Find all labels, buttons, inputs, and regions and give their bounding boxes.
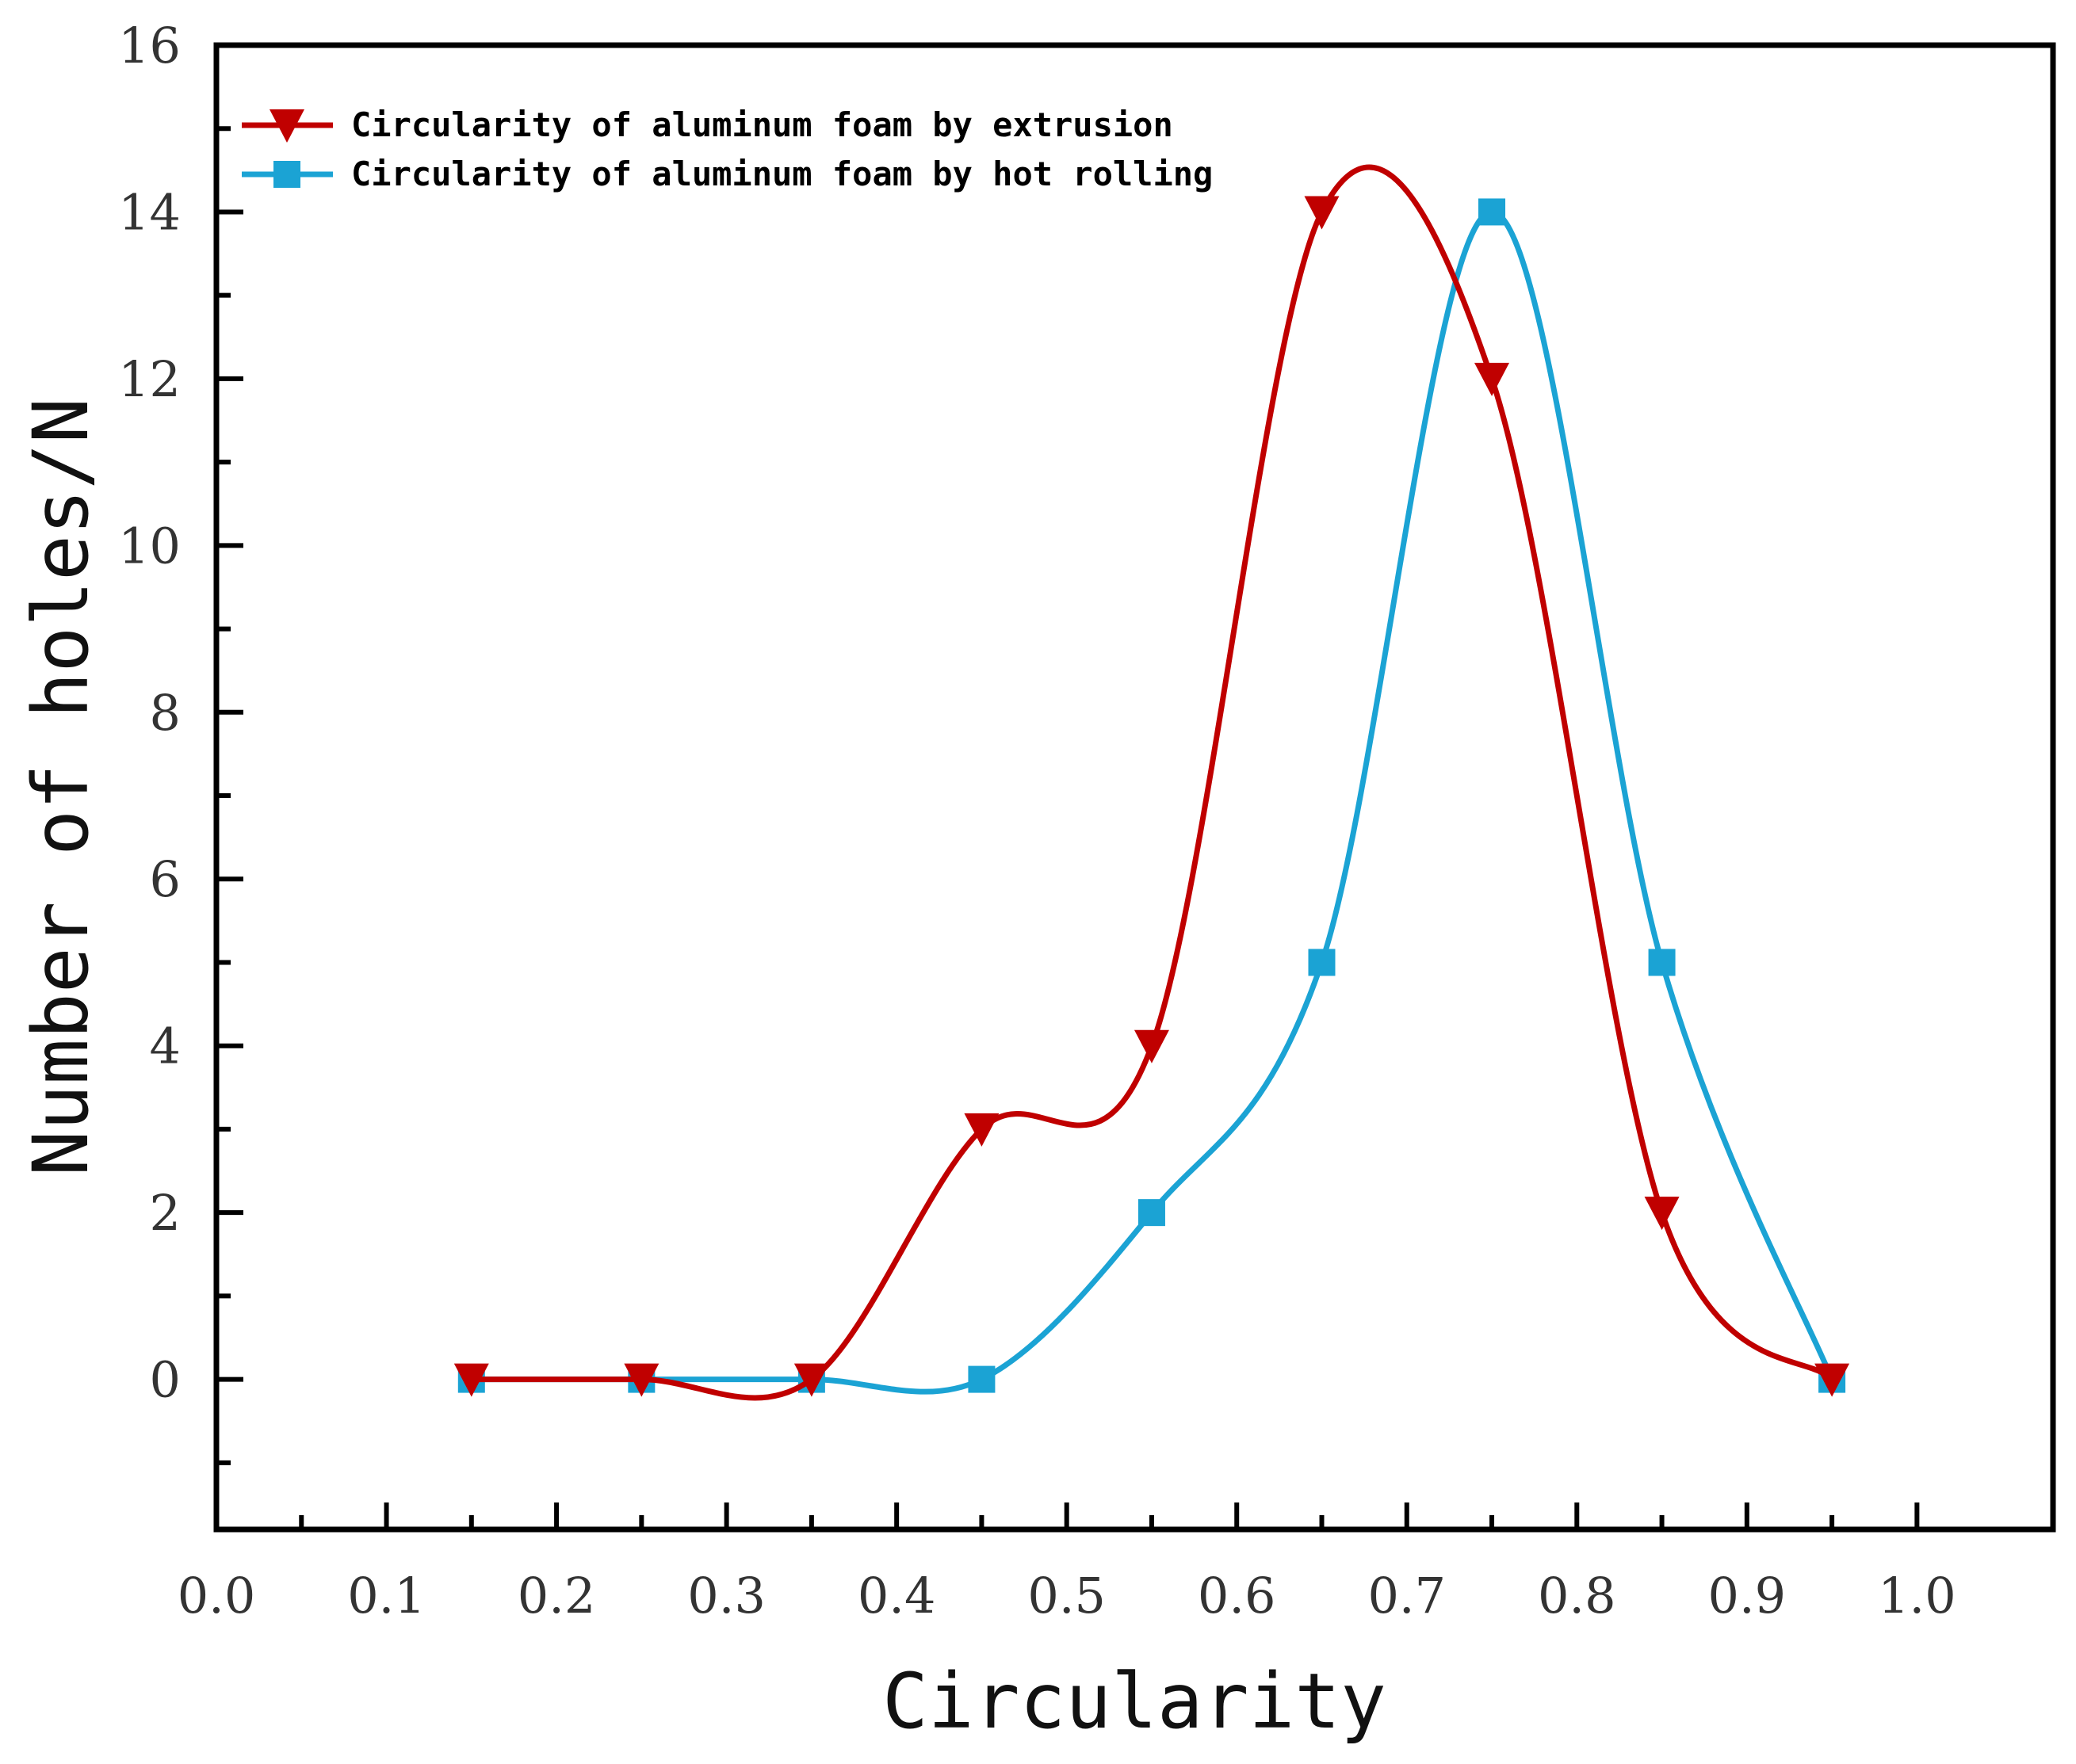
y-axis-title: Number of holes/N [17,398,105,1177]
x-tick-label: 0.3 [687,1567,766,1625]
data-point [1304,196,1340,230]
data-point [1134,1029,1169,1063]
x-tick-label: 0.2 [518,1567,596,1625]
y-tick-label: 14 [118,183,181,241]
legend: Circularity of aluminum foam by extrusio… [242,105,1213,193]
data-point [1644,1197,1680,1231]
x-axis-ticks: 0.0 0.1 0.2 0.3 0.4 0.5 0.6 0.7 0.8 0.9 1.0 [178,1502,1956,1625]
x-tick-label: 0.5 [1027,1567,1106,1625]
x-tick-label: 0.4 [858,1567,936,1625]
legend-item: Circularity of aluminum foam by extrusio… [242,105,1173,144]
data-point [1308,949,1336,976]
y-tick-label: 0 [150,1351,181,1409]
data-point [1648,949,1676,976]
y-tick-label: 10 [118,517,181,575]
legend-label: Circularity of aluminum foam by hot roll… [351,155,1213,193]
series-layer [453,164,1850,1401]
legend-swatch-marker [273,161,300,188]
x-tick-label: 0.7 [1367,1567,1446,1625]
x-tick-label: 0.1 [347,1567,426,1625]
data-point [1814,1363,1850,1397]
data-point [793,1363,829,1397]
y-tick-label: 2 [150,1184,181,1242]
plot-frame [213,42,2056,1533]
y-tick-label: 4 [150,1018,181,1075]
legend-label: Circularity of aluminum foam by extrusio… [351,105,1173,144]
data-point [964,1113,1000,1147]
x-tick-label: 0.9 [1708,1567,1787,1625]
y-tick-label: 16 [118,17,181,74]
legend-swatch-marker [270,109,304,143]
data-point [968,1365,996,1393]
x-tick-label: 0.6 [1198,1567,1276,1625]
legend-item: Circularity of aluminum foam by hot roll… [242,155,1213,193]
x-tick-label: 0.8 [1538,1567,1616,1625]
series-extrusion [453,164,1850,1401]
data-point [1478,198,1506,226]
x-tick-label: 1.0 [1878,1567,1956,1625]
x-tick-label: 0.0 [178,1567,256,1625]
data-point [624,1363,660,1397]
data-point [453,1363,489,1397]
y-tick-label: 6 [150,850,181,908]
series-hot-rolling [457,198,1846,1395]
y-axis-ticks: 0 2 4 6 8 10 12 14 16 [118,17,243,1465]
data-point [1137,1199,1165,1227]
series-line [471,164,1834,1401]
x-axis-title: Circularity [882,1657,1386,1746]
data-point [1474,362,1510,396]
y-tick-label: 8 [150,684,181,742]
y-tick-label: 12 [118,350,181,408]
